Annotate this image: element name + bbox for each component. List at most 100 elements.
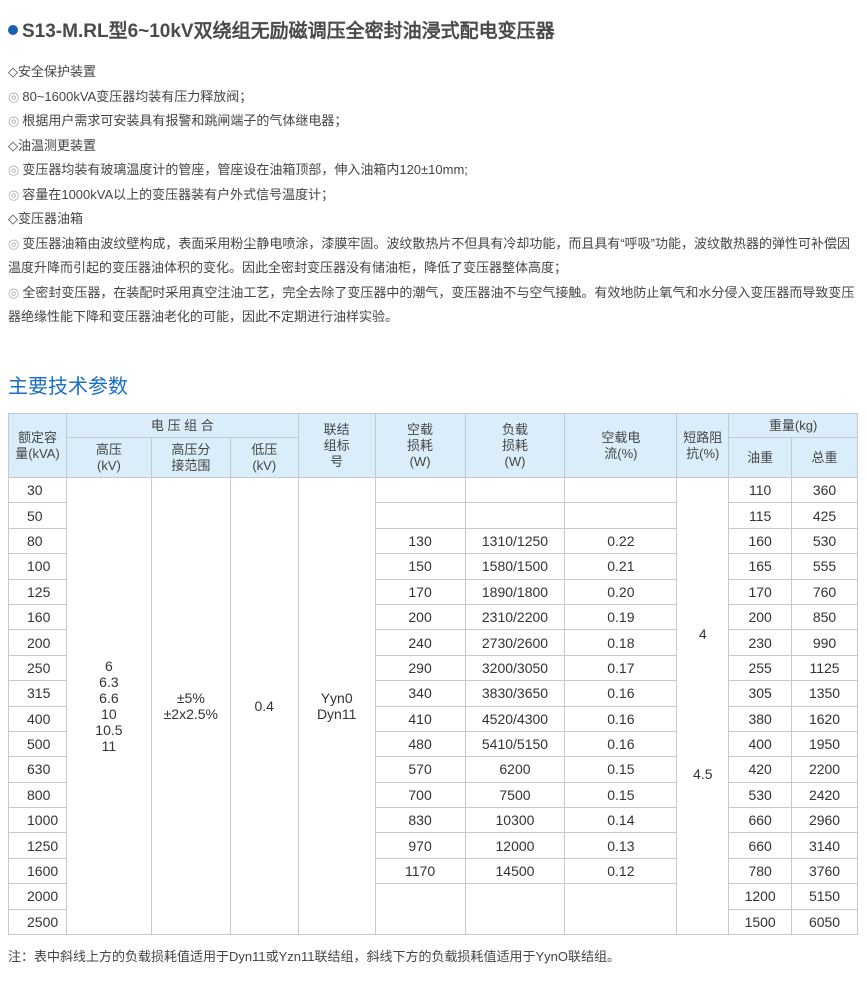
oil-weight-cell: 305	[728, 680, 793, 707]
load-loss-cell: 3200/3050	[464, 654, 566, 682]
impedance-value: 4.5	[693, 766, 713, 782]
noload-loss-cell: 200	[374, 603, 466, 631]
table-row: 400 410 4520/4300 0.16 380 1620	[8, 705, 858, 732]
table-row: 800 700 7500 0.15 530 2420	[8, 781, 858, 809]
total-weight-cell: 990	[791, 629, 858, 656]
circle-bullet-icon: ◎	[8, 88, 20, 104]
feature-text: 容量在1000kVA以上的变压器装有户外式信号温度计；	[22, 186, 335, 202]
capacity-cell: 800	[8, 781, 67, 809]
table-row: 100 150 1580/1500 0.21 165 555	[8, 553, 858, 580]
feature-item: ◎ 80~1600kVA变压器均装有压力释放阀；	[8, 85, 860, 110]
feature-heading: ◇安全保护装置	[8, 64, 96, 79]
oil-weight-cell: 1200	[728, 883, 793, 910]
capacity-cell: 315	[8, 680, 67, 707]
oil-weight-cell: 660	[728, 807, 793, 834]
feature-text: 全密封变压器，在装配时采用真空注油工艺，完全去除了变压器中的潮气，变压器油不与空…	[8, 284, 855, 325]
noload-loss-cell: 970	[374, 832, 466, 859]
group-cell: Yyn0 Dyn11	[297, 476, 376, 936]
capacity-cell: 400	[8, 705, 67, 732]
impedance-value: 4	[698, 626, 707, 642]
feature-text: 80~1600kVA变压器均装有压力释放阀；	[22, 88, 253, 104]
capacity-cell: 630	[8, 756, 67, 783]
table-row: 2500 1500 6050	[8, 908, 858, 936]
feature-item: ◎ 容量在1000kVA以上的变压器装有户外式信号温度计；	[8, 183, 860, 208]
feature-text: 变压器均装有玻璃温度计的管座，管座设在油箱顶部，伸入油箱内120±10mm;	[22, 162, 468, 177]
total-weight-cell: 760	[791, 578, 858, 605]
noload-current-cell: 0.20	[564, 578, 678, 605]
capacity-cell: 2000	[8, 883, 67, 910]
section-title: 主要技术参数	[8, 376, 128, 398]
col-noload-current: 空载电流(%)	[564, 413, 678, 478]
noload-current-cell: 0.22	[564, 527, 678, 555]
load-loss-cell: 1580/1500	[464, 553, 566, 580]
feature-item: ◎ 变压器油箱由波纹壁构成，表面采用粉尘静电喷涂，漆膜牢固。波纹散热片不但具有冷却…	[8, 232, 860, 281]
col-noload-loss: 空载损耗(W)	[374, 413, 466, 478]
oil-weight-cell: 380	[728, 705, 793, 732]
feature-text: 变压器油箱由波纹壁构成，表面采用粉尘静电喷涂，漆膜牢固。波纹散热片不但具有冷却功…	[8, 235, 851, 276]
noload-loss-cell: 1170	[374, 857, 466, 885]
noload-loss-cell: 340	[374, 680, 466, 707]
feature-heading: ◇变压器油箱	[8, 211, 83, 226]
oil-weight-cell: 200	[728, 603, 793, 631]
tap-cell: ±5% ±2x2.5%	[150, 476, 231, 936]
capacity-cell: 125	[8, 578, 67, 605]
oil-weight-cell: 230	[728, 629, 793, 656]
col-capacity: 额定容量(kVA)	[8, 413, 67, 478]
circle-bullet-icon: ◎	[8, 186, 20, 202]
noload-loss-cell: 170	[374, 578, 466, 605]
capacity-cell: 80	[8, 527, 67, 555]
table-row: 1000 830 10300 0.14 660 2960	[8, 807, 858, 834]
col-load-loss: 负载损耗(W)	[464, 413, 566, 478]
table-row: 1600 1170 14500 0.12 780 3760	[8, 857, 858, 885]
noload-loss-cell: 410	[374, 705, 466, 732]
table-row: 1250 970 12000 0.13 660 3140	[8, 832, 858, 859]
load-loss-cell: 4520/4300	[464, 705, 566, 732]
col-impedance: 短路阻抗(%)	[676, 413, 730, 478]
lv-cell: 0.4	[229, 476, 299, 936]
noload-current-cell	[564, 502, 678, 529]
noload-current-cell: 0.16	[564, 705, 678, 732]
noload-current-cell: 0.18	[564, 629, 678, 656]
noload-loss-cell: 700	[374, 781, 466, 809]
load-loss-cell	[464, 476, 566, 504]
oil-weight-cell: 255	[728, 654, 793, 682]
load-loss-cell: 1310/1250	[464, 527, 566, 555]
col-lv: 低压(kV)	[229, 437, 299, 478]
load-loss-cell: 10300	[464, 807, 566, 834]
col-tap: 高压分接范围	[150, 437, 231, 478]
noload-current-cell: 0.15	[564, 756, 678, 783]
load-loss-cell	[464, 883, 566, 936]
load-loss-cell: 7500	[464, 781, 566, 809]
total-weight-cell: 530	[791, 527, 858, 555]
load-loss-cell: 3830/3650	[464, 680, 566, 707]
noload-loss-cell: 290	[374, 654, 466, 682]
noload-current-cell: 0.16	[564, 680, 678, 707]
total-weight-cell: 1125	[791, 654, 858, 682]
oil-weight-cell: 115	[728, 502, 793, 529]
noload-loss-cell: 830	[374, 807, 466, 834]
spec-table: 额定容量(kVA) 电 压 组 合 联结组标号 空载损耗(W) 负载损耗(W) …	[8, 413, 858, 936]
total-weight-cell: 3760	[791, 857, 858, 885]
col-hv: 高压(kV)	[65, 437, 152, 478]
capacity-cell: 160	[8, 603, 67, 631]
noload-loss-cell: 150	[374, 553, 466, 580]
oil-weight-cell: 530	[728, 781, 793, 809]
oil-weight-cell: 420	[728, 756, 793, 783]
total-weight-cell: 2960	[791, 807, 858, 834]
load-loss-cell: 5410/5150	[464, 730, 566, 758]
capacity-cell: 200	[8, 629, 67, 656]
oil-weight-cell: 1500	[728, 908, 793, 936]
oil-weight-cell: 160	[728, 527, 793, 555]
circle-bullet-icon: ◎	[8, 162, 20, 177]
total-weight-cell: 1950	[791, 730, 858, 758]
table-row: 160 200 2310/2200 0.19 200 850	[8, 603, 858, 631]
circle-bullet-icon: ◎	[8, 284, 20, 300]
capacity-cell: 30	[8, 476, 67, 504]
capacity-cell: 50	[8, 502, 67, 529]
page-title: S13-M.RL型6~10kV双绕组无励磁调压全密封油浸式配电变压器	[8, 16, 555, 43]
feature-list: ◇安全保护装置 ◎ 80~1600kVA变压器均装有压力释放阀； ◎ 根据用户需求可安装…	[8, 60, 860, 330]
col-total: 总重	[791, 437, 858, 478]
capacity-cell: 2500	[8, 908, 67, 936]
total-weight-cell: 555	[791, 553, 858, 580]
total-weight-cell: 360	[791, 476, 858, 504]
